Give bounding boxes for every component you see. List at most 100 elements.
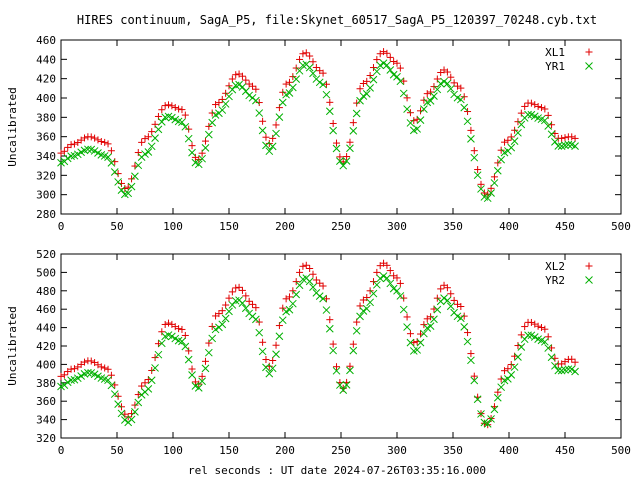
data-point-yr1	[252, 96, 260, 105]
data-point-xl2	[534, 322, 542, 330]
data-point-xl2	[201, 357, 209, 365]
y-tick-label: 500	[36, 266, 56, 279]
data-point-yr2	[369, 289, 378, 298]
data-point-xl1	[507, 133, 515, 141]
data-point-xl1	[161, 102, 169, 110]
data-point-xl1	[527, 99, 535, 107]
data-point-xl2	[131, 401, 139, 409]
data-point-yr2	[265, 369, 274, 378]
x-tick-label: 300	[387, 444, 407, 457]
data-point-xl2	[309, 270, 317, 278]
data-point-xl1	[420, 96, 428, 104]
data-point-yr2	[467, 356, 475, 365]
data-point-xl2	[326, 316, 334, 324]
y-tick-label: 420	[36, 73, 56, 86]
data-point-xl1	[336, 153, 344, 161]
data-point-yr1	[352, 109, 361, 118]
data-point-xl1	[232, 71, 240, 79]
data-point-xl2	[188, 365, 196, 373]
data-point-yr2	[127, 415, 136, 424]
data-point-xl2	[467, 350, 475, 358]
data-point-yr1	[547, 130, 556, 139]
data-point-yr2	[154, 350, 163, 359]
data-point-xl1	[447, 73, 455, 81]
chart-title: HIRES continuum, SagA_P5, file:Skynet_60…	[77, 13, 597, 27]
data-point-xl1	[511, 126, 519, 134]
data-point-xl2	[215, 310, 223, 318]
data-point-yr2	[258, 347, 267, 356]
data-point-xl2	[349, 340, 357, 348]
data-point-xl1	[306, 52, 314, 60]
data-point-yr1	[571, 142, 579, 151]
data-point-yr1	[315, 78, 324, 87]
data-point-xl2	[373, 268, 381, 276]
data-point-xl1	[517, 109, 525, 117]
data-point-yr1	[107, 159, 116, 167]
data-point-yr2	[319, 294, 327, 303]
data-point-xl1	[568, 133, 576, 141]
data-point-yr2	[309, 283, 317, 291]
data-point-yr1	[188, 148, 196, 157]
data-point-yr2	[406, 338, 415, 347]
data-point-xl2	[568, 355, 576, 363]
data-point-yr1	[134, 161, 143, 170]
x-tick-label: 350	[443, 444, 463, 457]
data-point-yr1	[141, 150, 149, 158]
data-point-xl1	[537, 104, 545, 112]
data-point-xl1	[138, 138, 146, 146]
data-point-xl2	[198, 372, 206, 380]
data-point-xl1	[97, 138, 105, 146]
data-point-xl1	[571, 134, 579, 142]
data-point-yr2	[268, 364, 277, 373]
data-point-xl2	[410, 339, 418, 347]
data-point-yr2	[329, 346, 338, 355]
data-point-yr1	[490, 179, 499, 187]
data-point-yr2	[359, 307, 368, 315]
data-point-yr2	[225, 307, 233, 316]
data-point-xl1	[249, 82, 257, 90]
data-point-yr2	[420, 329, 428, 338]
data-point-yr1	[470, 153, 479, 162]
data-point-yr1	[433, 85, 442, 94]
top-x-axis: 0 50 100 150 200 250 300 350 400 450 500	[58, 40, 631, 233]
data-point-yr2	[228, 301, 237, 309]
data-point-yr1	[265, 147, 274, 156]
data-point-xl2	[393, 274, 401, 282]
data-point-yr2	[178, 337, 186, 346]
y-tick-label: 400	[36, 92, 56, 105]
data-point-xl1	[443, 68, 451, 76]
data-point-yr1	[544, 122, 553, 130]
data-point-xl1	[181, 111, 189, 119]
data-point-yr1	[359, 92, 368, 100]
data-point-yr2	[356, 312, 364, 321]
data-point-yr2	[352, 326, 361, 335]
data-point-xl2	[292, 278, 300, 286]
data-point-xl2	[101, 364, 109, 372]
data-point-yr1	[399, 89, 408, 98]
data-point-xl1	[208, 109, 216, 117]
data-point-yr2	[571, 367, 579, 376]
data-point-yr1	[322, 90, 331, 99]
data-point-xl2	[238, 286, 246, 294]
data-point-xl1	[148, 128, 156, 136]
data-point-xl1	[474, 166, 482, 174]
data-point-yr2	[456, 314, 465, 323]
data-point-xl2	[406, 330, 414, 338]
data-point-xl1	[87, 133, 95, 141]
data-point-yr1	[366, 83, 374, 92]
data-point-yr2	[144, 385, 153, 393]
data-point-yr1	[332, 144, 341, 153]
data-point-xl1	[282, 80, 290, 88]
data-point-yr1	[157, 118, 166, 126]
data-point-xl2	[175, 325, 183, 333]
data-point-yr1	[235, 80, 243, 89]
data-point-yr2	[524, 331, 532, 340]
data-point-xl2	[178, 325, 186, 333]
data-point-xl1	[531, 101, 539, 109]
data-point-yr1	[258, 126, 267, 135]
data-point-yr2	[194, 384, 203, 392]
data-point-yr2	[567, 365, 576, 374]
legend-label-yr1: YR1	[545, 60, 565, 73]
data-point-xl1	[386, 53, 394, 61]
